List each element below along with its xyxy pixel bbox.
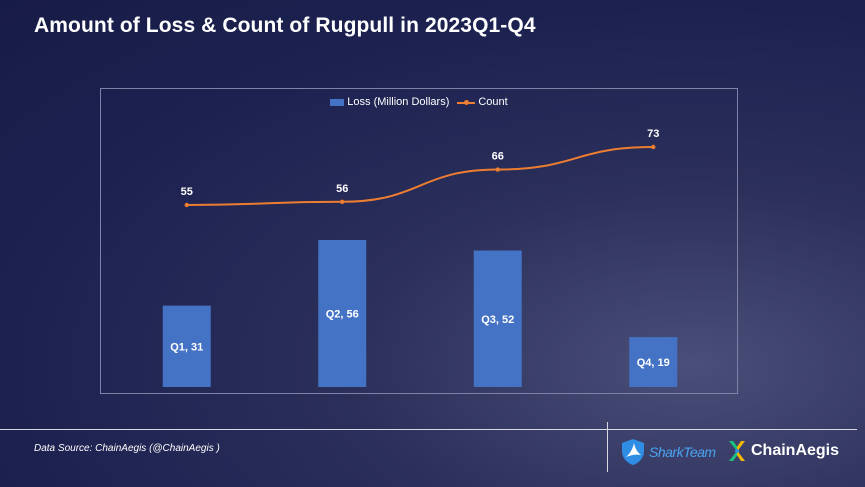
count-line — [186, 146, 654, 206]
bar-q2 — [318, 240, 367, 387]
bar-label-q3: Q3, 52 — [481, 314, 514, 326]
count-point-q1 — [184, 202, 189, 208]
bar-label-q1: Q1, 31 — [170, 341, 203, 353]
count-label-q3: 66 — [492, 151, 504, 163]
legend-swatch-count — [457, 99, 476, 106]
chainaegis-mark-icon — [729, 441, 745, 461]
bar-q4 — [629, 337, 678, 387]
legend-swatch-loss — [330, 98, 345, 106]
count-label-q2: 56 — [336, 183, 348, 195]
footer-divider — [0, 429, 857, 430]
sharkteam-logo-text: SharkTeam — [649, 444, 716, 460]
chart-frame: Q1, 31 Q2, 56 Q3, 52 Q4, 19 55 56 66 73 — [100, 88, 738, 394]
legend-item-count: Count — [457, 96, 508, 108]
count-point-q4 — [651, 144, 656, 150]
bar-label-q2: Q2, 56 — [326, 309, 359, 321]
bar-label-q4: Q4, 19 — [637, 357, 670, 369]
legend-item-loss: Loss (Million Dollars) — [330, 96, 449, 108]
sharkteam-logo: SharkTeam — [620, 438, 716, 466]
shark-shield-icon — [622, 439, 644, 465]
logo-divider — [607, 422, 608, 472]
count-label-q4: 73 — [647, 128, 659, 140]
page-title: Amount of Loss & Count of Rugpull in 202… — [34, 14, 536, 37]
legend-label-count: Count — [478, 96, 508, 108]
legend-label-loss: Loss (Million Dollars) — [347, 96, 450, 108]
chart-plot: Q1, 31 Q2, 56 Q3, 52 Q4, 19 55 56 66 73 — [162, 128, 678, 387]
chart-legend: Loss (Million Dollars) Count — [100, 96, 738, 108]
count-point-q2 — [340, 199, 345, 204]
chainaegis-logo-text: ChainAegis — [751, 442, 840, 459]
count-point-q3 — [495, 167, 500, 172]
chainaegis-logo: ChainAegis — [727, 439, 839, 463]
data-source-note: Data Source: ChainAegis (@ChainAegis ) — [34, 443, 220, 454]
count-label-q1: 55 — [181, 186, 193, 198]
bar-q3 — [473, 250, 522, 387]
bar-q1 — [162, 305, 211, 387]
